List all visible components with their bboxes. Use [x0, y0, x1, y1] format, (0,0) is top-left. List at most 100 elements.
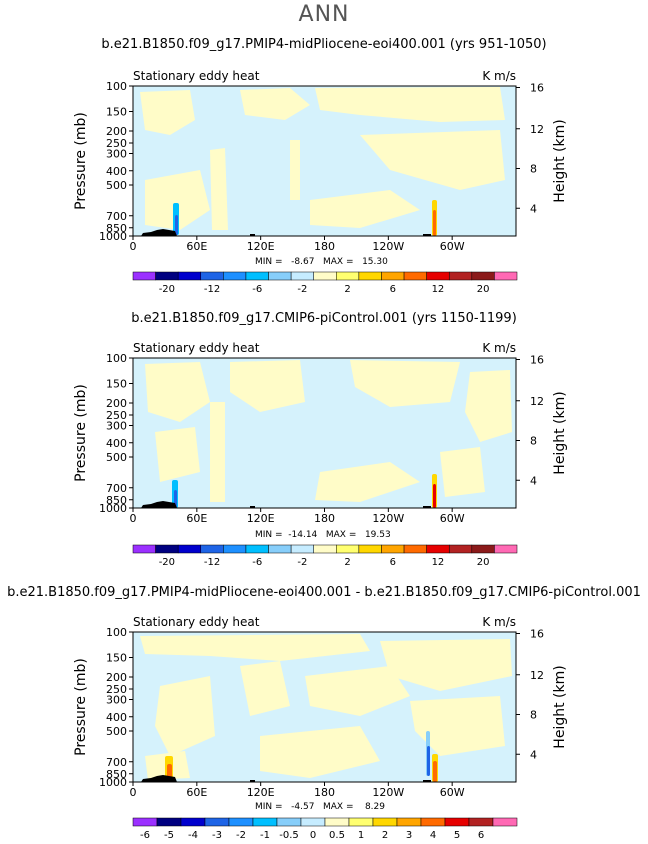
y-right-axis-title: Height (km)	[552, 665, 568, 748]
plot-left-label: Stationary eddy heat	[133, 615, 260, 629]
x-tick-label: 180	[314, 786, 335, 799]
field-region	[155, 427, 200, 482]
y-tick-label: 700	[106, 756, 127, 769]
field-region	[230, 360, 305, 412]
y-tick-label: 500	[106, 451, 127, 464]
colorbar-label: 2	[382, 830, 388, 841]
colorbar-swatch	[313, 544, 337, 554]
colorbar-swatch	[290, 544, 314, 554]
y-tick-label: 500	[106, 179, 127, 192]
colorbar-label: -6	[252, 557, 262, 568]
colorbar-swatch	[381, 544, 405, 554]
colorbar-swatch	[494, 544, 518, 554]
panel-3-min-max: MIN = -4.57 MAX = 8.29	[255, 802, 385, 812]
panel-2-min-max: MIN = -14.14 MAX = 19.53	[255, 530, 391, 540]
y-right-tick-label: 12	[530, 395, 544, 408]
y-tick-label: 1000	[99, 230, 127, 243]
colorbar-label: -1	[260, 830, 270, 841]
colorbar-label: -6	[252, 284, 262, 295]
colorbar-label: -4	[188, 830, 198, 841]
land-topography	[141, 229, 177, 236]
page-title: ANN	[298, 2, 350, 27]
colorbar-swatch	[268, 544, 292, 554]
y-tick-label: 500	[106, 725, 127, 738]
colorbar-swatch	[358, 544, 382, 554]
colorbar-swatch	[155, 544, 179, 554]
colorbar-label: -20	[159, 557, 175, 568]
colorbar-swatch	[444, 817, 470, 827]
y-right-tick-label: 12	[530, 669, 544, 682]
colorbar-swatch	[336, 271, 360, 281]
x-tick-label: 0	[130, 786, 137, 799]
panel-1-plot: Stationary eddy heat K m/s 0 60E 120E 180 120W…	[73, 69, 568, 253]
colorbar-label: -3	[212, 830, 222, 841]
field-region	[305, 666, 410, 716]
land-topography	[250, 780, 255, 782]
colorbar-swatch	[223, 544, 247, 554]
y-tick-label: 300	[106, 420, 127, 433]
colorbar-label: -2	[297, 284, 307, 295]
field-region	[350, 360, 460, 407]
colorbar-label: 20	[477, 284, 490, 295]
field-region	[145, 170, 210, 230]
y-right-tick-label: 4	[530, 202, 537, 215]
colorbar-swatch	[448, 544, 473, 554]
y-tick-label: 1000	[99, 502, 127, 515]
colorbar-label: 20	[477, 557, 490, 568]
land-topography	[423, 234, 431, 236]
y-tick-label: 850	[106, 222, 127, 235]
y-right-tick-label: 4	[530, 748, 537, 761]
colorbar-swatch	[396, 817, 422, 827]
x-tick-label: 60E	[186, 786, 207, 799]
colorbar-label: -20	[159, 284, 175, 295]
colorbar-swatch	[381, 271, 405, 281]
y-right-tick-label: 16	[530, 628, 544, 641]
colorbar-swatch	[372, 817, 398, 827]
y-tick-label: 300	[106, 148, 127, 161]
field-region	[210, 402, 225, 502]
land-topography	[141, 501, 177, 508]
y-tick-label: 200	[106, 671, 127, 684]
colorbar-label: -2	[297, 557, 307, 568]
field-region	[360, 130, 505, 190]
field-region	[240, 661, 290, 716]
colorbar-swatch	[200, 544, 224, 554]
land-topography	[250, 506, 255, 508]
y-tick-label: 250	[106, 409, 127, 422]
colorbar-swatch	[313, 271, 337, 281]
colorbar-label: 5	[454, 830, 460, 841]
y-right-tick-label: 8	[530, 709, 537, 722]
plot-right-label: K m/s	[482, 341, 516, 355]
colorbar-label: 4	[430, 830, 436, 841]
panel-1-colorbar: -20 -12 -6 -2 2 6 12 20	[132, 271, 518, 295]
field-region	[310, 190, 420, 228]
colorbar-label: 12	[432, 557, 445, 568]
colorbar-swatch	[403, 544, 427, 554]
x-tick-label: 120E	[247, 512, 275, 525]
colorbar-swatch	[420, 817, 446, 827]
y-axis-title: Pressure (mb)	[73, 658, 89, 756]
colorbar-swatch	[300, 817, 326, 827]
x-tick-label: 0	[130, 512, 137, 525]
field-region	[240, 88, 310, 120]
field-region	[140, 634, 370, 661]
colorbar-swatch	[492, 817, 518, 827]
y-tick-label: 200	[106, 397, 127, 410]
land-topography	[423, 780, 431, 782]
field-region	[440, 447, 485, 497]
y-tick-label: 1000	[99, 776, 127, 789]
x-tick-label: 180	[314, 512, 335, 525]
x-tick-label: 60W	[440, 512, 465, 525]
colorbar-label: 3	[406, 830, 412, 841]
field-region	[260, 726, 380, 778]
colorbar-swatch	[252, 817, 278, 827]
colorbar-swatch	[471, 271, 495, 281]
colorbar-swatch	[494, 271, 518, 281]
field-region	[140, 90, 195, 135]
x-tick-label: 180	[314, 240, 335, 253]
colorbar-label: 6	[390, 557, 396, 568]
colorbar-label: 1	[358, 830, 364, 841]
colorbar-swatch	[228, 817, 254, 827]
y-right-tick-label: 8	[530, 435, 537, 448]
x-tick-label: 60W	[440, 240, 465, 253]
